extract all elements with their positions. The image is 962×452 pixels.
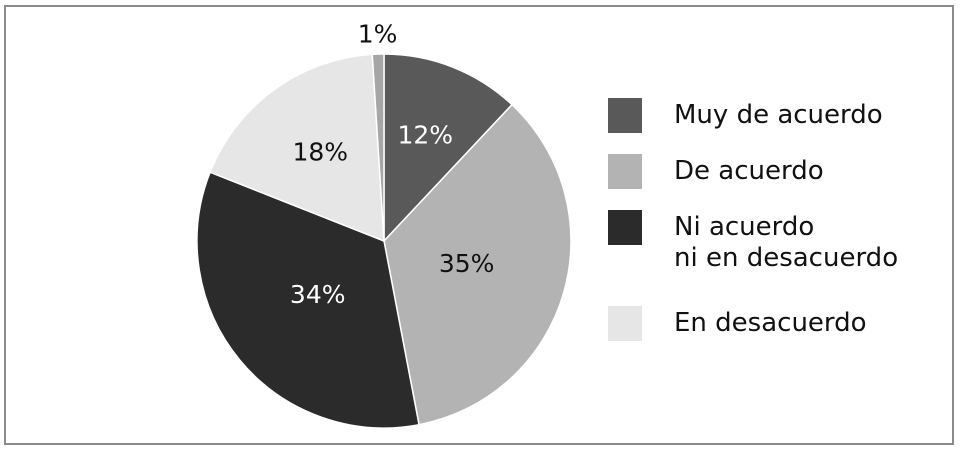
pie-slice — [209, 53, 385, 243]
legend-swatch — [608, 154, 642, 189]
legend-label: En desacuerdo — [674, 308, 867, 338]
pie-slice — [383, 53, 514, 243]
data-label: 34% — [290, 280, 346, 309]
data-label: 18% — [292, 137, 348, 166]
pie-slice — [196, 171, 420, 429]
data-label: 35% — [439, 249, 495, 278]
pie-slice — [383, 103, 572, 426]
legend-label: Ni acuerdo ni en desacuerdo — [674, 212, 899, 273]
legend-swatch — [608, 98, 642, 133]
legend-label: Muy de acuerdo — [674, 100, 883, 130]
data-label: 1% — [358, 19, 398, 48]
legend-swatch — [608, 210, 642, 245]
data-label: 12% — [398, 121, 454, 150]
legend-swatch — [608, 306, 642, 341]
pie-slice — [371, 53, 385, 242]
legend-label: De acuerdo — [674, 156, 824, 186]
